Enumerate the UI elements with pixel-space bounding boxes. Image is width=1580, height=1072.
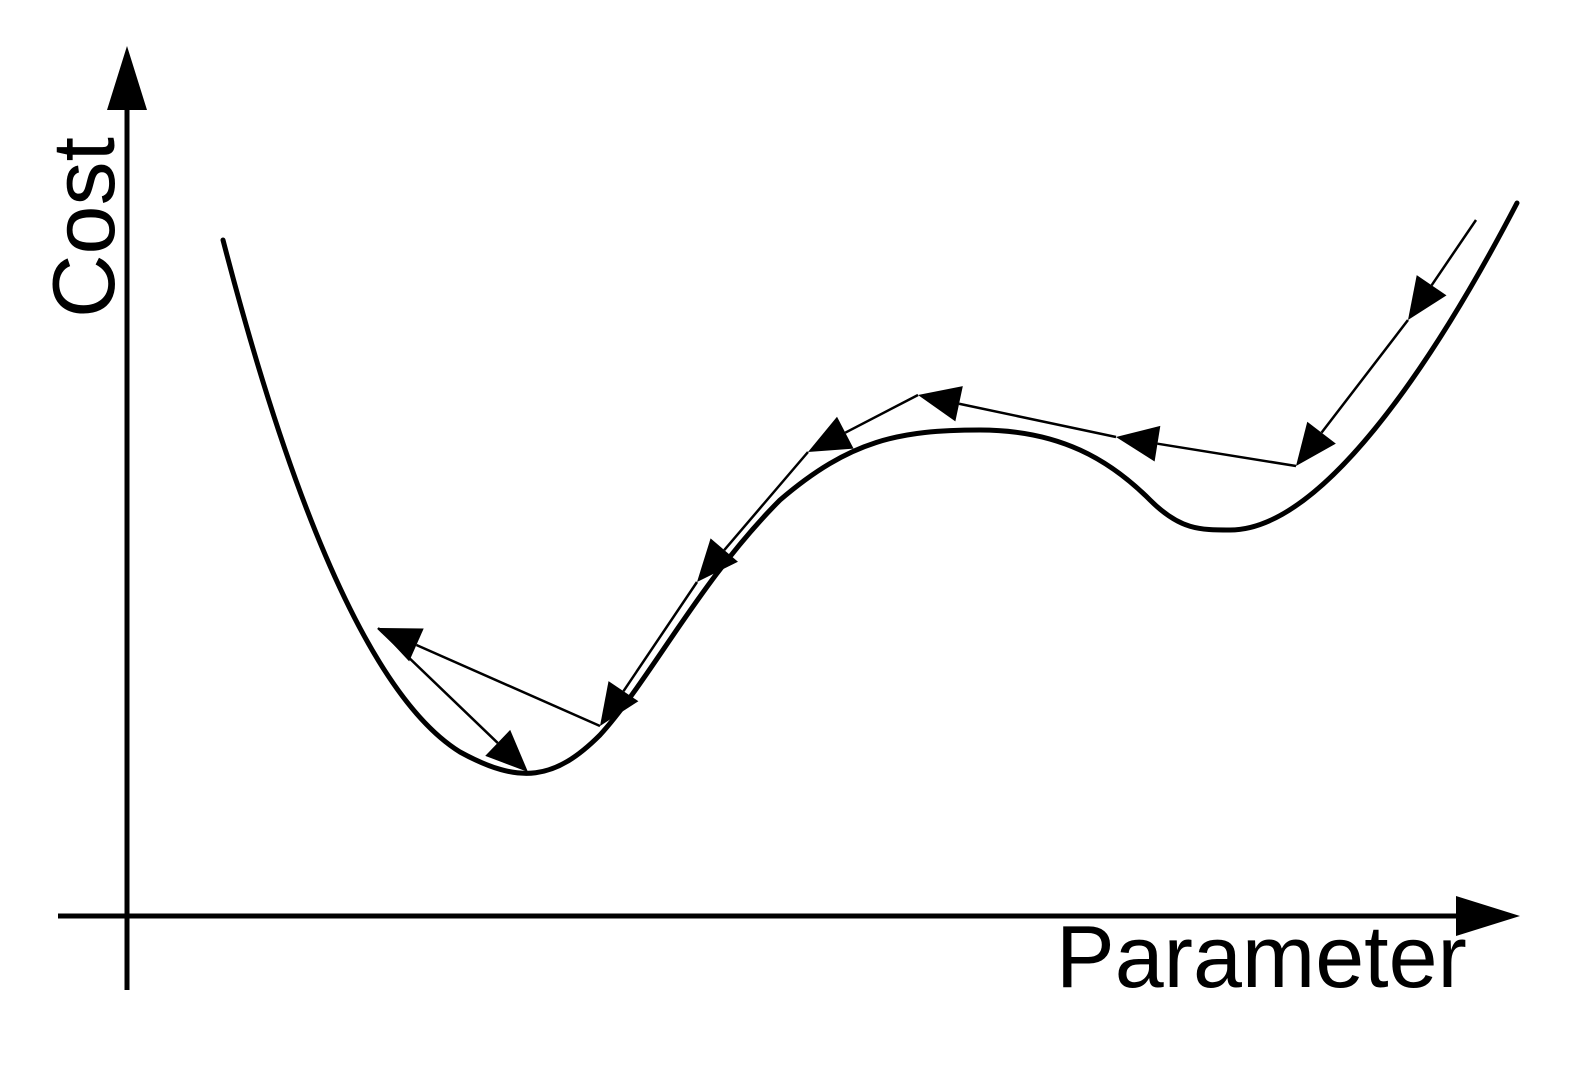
descent-step-arrowhead <box>485 729 528 772</box>
descent-step-line <box>377 627 499 744</box>
x-axis-arrowhead <box>1456 896 1520 936</box>
descent-step-arrowhead <box>697 538 738 582</box>
descent-step-arrowhead <box>918 386 963 422</box>
descent-step-arrowhead <box>1296 421 1336 466</box>
descent-step-line <box>622 581 699 692</box>
descent-step-arrowhead <box>1408 275 1447 320</box>
descent-step-line <box>1430 219 1478 286</box>
x-axis-label: Parameter <box>1056 907 1467 1006</box>
y-axis-arrowhead <box>107 46 147 110</box>
descent-step-line <box>844 393 919 434</box>
descent-step-line <box>958 402 1117 439</box>
descent-step-arrowhead <box>378 628 424 662</box>
y-axis-label: Cost <box>34 137 133 318</box>
descent-step-line <box>1320 319 1409 434</box>
descent-step-line <box>1157 442 1297 468</box>
descent-step-arrowhead <box>808 416 854 452</box>
descent-step-line <box>415 643 601 728</box>
descent-step-arrowhead <box>1116 425 1161 462</box>
descent-step-arrowhead <box>600 681 639 726</box>
gradient-descent-steps <box>377 219 1478 772</box>
descent-step-line <box>723 451 809 551</box>
axes <box>58 46 1520 990</box>
cost-curve <box>220 200 1520 776</box>
